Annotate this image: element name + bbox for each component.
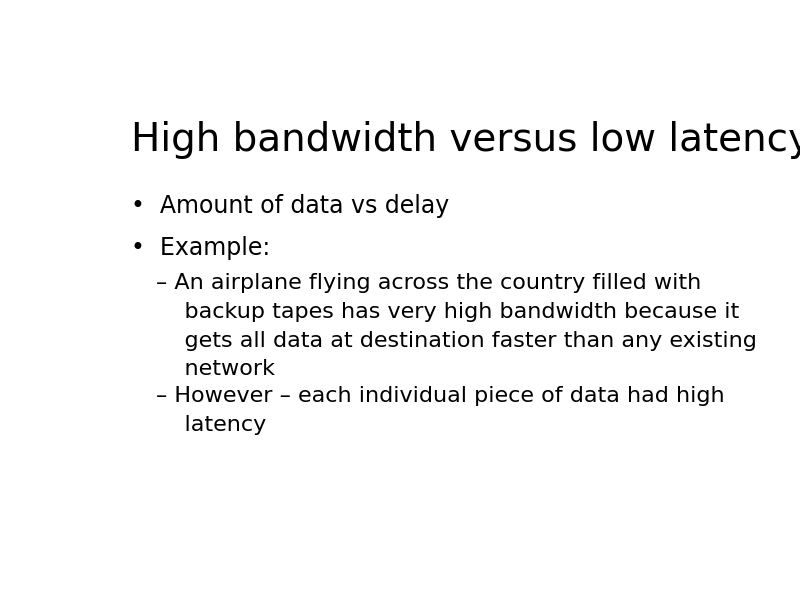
Text: – However – each individual piece of data had high
    latency: – However – each individual piece of dat… <box>156 386 725 435</box>
Text: – An airplane flying across the country filled with
    backup tapes has very hi: – An airplane flying across the country … <box>156 273 757 379</box>
Text: •  Amount of data vs delay: • Amount of data vs delay <box>131 194 450 218</box>
Text: •  Example:: • Example: <box>131 236 270 260</box>
Text: High bandwidth versus low latency: High bandwidth versus low latency <box>131 121 800 158</box>
